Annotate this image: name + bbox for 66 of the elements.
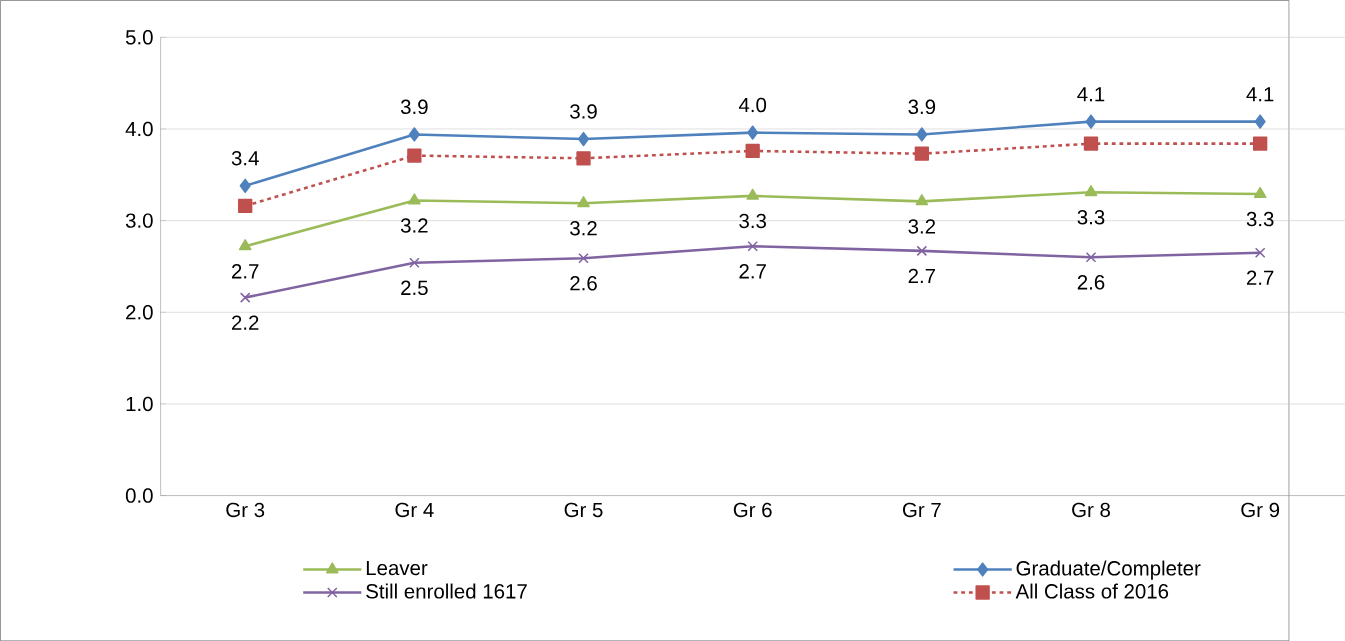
data-label: 2.7 (232, 263, 259, 279)
data-label: 3.3 (739, 213, 766, 229)
x-tick-label: Gr 7 (902, 502, 941, 518)
point (915, 194, 929, 206)
data-label: 3.3 (1246, 211, 1274, 227)
point (239, 178, 251, 193)
point (576, 151, 591, 166)
point (747, 125, 759, 140)
y-tick-label: 3.0 (125, 213, 153, 228)
point (1085, 251, 1097, 263)
y-tick-label: 2.0 (126, 304, 153, 320)
legend-label: Still enrolled 1617 (366, 583, 527, 599)
x-tick-label: Gr 3 (226, 502, 265, 518)
point (1254, 114, 1266, 129)
data-label: 4.0 (738, 97, 767, 113)
data-label: 2.5 (401, 280, 428, 295)
point (407, 148, 422, 163)
legend-label: All Class of 2016 (1015, 583, 1169, 599)
point (409, 257, 420, 268)
y-tick-label: 0.0 (125, 488, 153, 503)
data-label: 3.2 (908, 219, 936, 234)
legend-label: Graduate/Completer (1016, 560, 1201, 580)
point (1084, 184, 1098, 197)
point (238, 239, 252, 251)
x-tick-label: Gr 8 (1072, 502, 1110, 518)
point (1083, 136, 1099, 151)
point (577, 131, 590, 147)
point (916, 245, 928, 257)
data-label: 2.6 (1077, 274, 1105, 290)
point (914, 146, 930, 161)
point (916, 127, 928, 142)
data-label: 3.2 (570, 220, 597, 236)
data-label: 3.9 (570, 104, 597, 119)
point (745, 143, 760, 158)
y-tick-label: 1.0 (126, 396, 153, 412)
point (239, 292, 251, 303)
data-label: 2.7 (1246, 270, 1274, 285)
x-tick-label: Gr 5 (564, 502, 603, 518)
data-label: 3.4 (231, 150, 259, 166)
x-tick-label: Gr 9 (1241, 502, 1280, 518)
point (1253, 136, 1268, 151)
y-tick-label: 4.0 (125, 121, 153, 137)
data-label: 3.9 (400, 99, 428, 114)
point (747, 240, 758, 252)
data-label: 3.3 (1077, 209, 1105, 225)
point (577, 195, 590, 208)
point (408, 193, 421, 205)
data-label: 2.6 (570, 275, 597, 291)
data-label: 3.9 (908, 99, 936, 114)
data-label: 2.7 (739, 263, 766, 279)
y-tick-label: 5.0 (125, 29, 153, 45)
data-label: 2.7 (908, 268, 936, 283)
point (408, 127, 420, 142)
legend-label: Leaver (366, 560, 428, 576)
point (1253, 186, 1267, 198)
point (578, 252, 589, 264)
point (746, 188, 759, 200)
x-tick-label: Gr 4 (395, 502, 434, 518)
data-label: 4.1 (1246, 87, 1274, 102)
point (238, 198, 253, 213)
x-tick-label: Gr 6 (733, 502, 772, 518)
point (1254, 247, 1266, 258)
data-label: 4.1 (1077, 87, 1105, 102)
data-label: 2.2 (232, 315, 259, 330)
data-label: 3.2 (400, 218, 428, 233)
point (1085, 114, 1097, 129)
